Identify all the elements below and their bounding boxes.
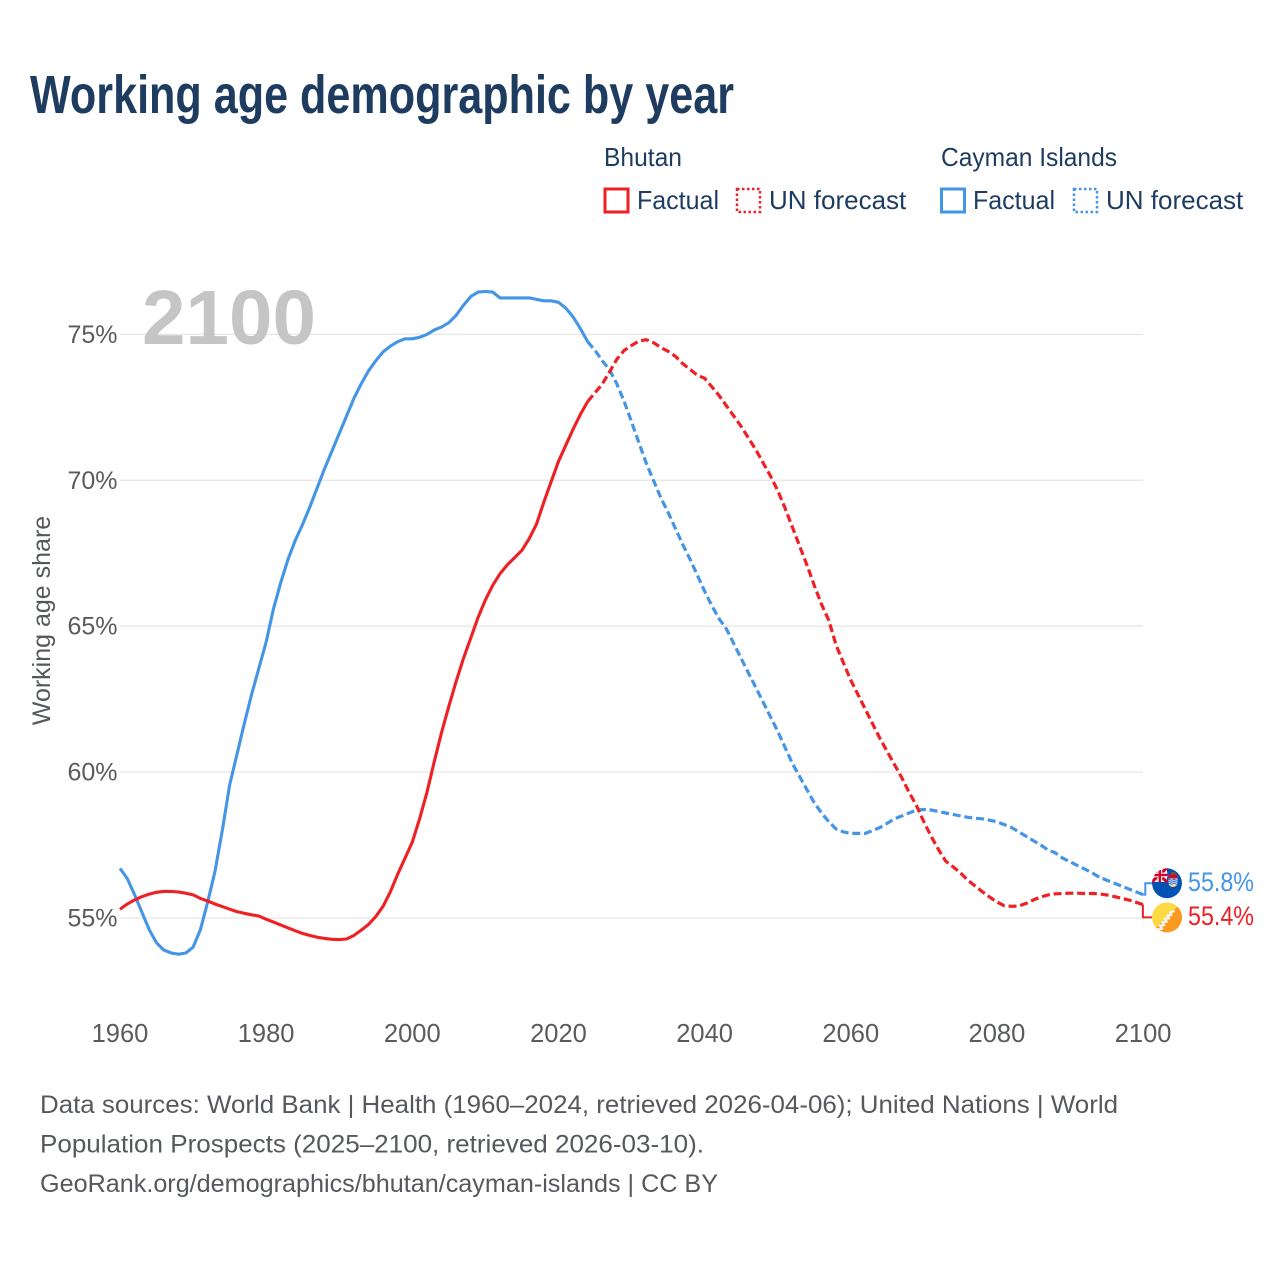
svg-text:75%: 75%	[67, 321, 117, 349]
svg-text:Bhutan: Bhutan	[604, 142, 682, 172]
svg-text:2040: 2040	[676, 1020, 733, 1048]
svg-text:Data sources: World Bank | Hea: Data sources: World Bank | Health (1960–…	[40, 1091, 1118, 1119]
svg-text:2020: 2020	[530, 1020, 587, 1048]
svg-text:1980: 1980	[238, 1020, 295, 1048]
svg-text:2080: 2080	[969, 1020, 1026, 1048]
svg-text:Factual: Factual	[973, 185, 1055, 215]
svg-text:55.8%: 55.8%	[1188, 867, 1254, 897]
svg-text:GeoRank.org/demographics/bhuta: GeoRank.org/demographics/bhutan/cayman-i…	[40, 1170, 718, 1198]
svg-text:2100: 2100	[142, 275, 316, 361]
svg-text:UN forecast: UN forecast	[1106, 185, 1244, 215]
svg-text:Cayman Islands: Cayman Islands	[941, 142, 1117, 172]
svg-text:2100: 2100	[1115, 1020, 1172, 1048]
svg-text:Population Prospects (2025–210: Population Prospects (2025–2100, retriev…	[40, 1131, 704, 1159]
svg-text:2000: 2000	[384, 1020, 441, 1048]
svg-text:55.4%: 55.4%	[1188, 901, 1254, 931]
svg-text:55%: 55%	[67, 905, 117, 933]
svg-text:Working age demographic by yea: Working age demographic by year	[30, 65, 734, 125]
svg-text:60%: 60%	[67, 759, 117, 787]
svg-text:Factual: Factual	[637, 185, 719, 215]
svg-text:70%: 70%	[67, 467, 117, 495]
svg-text:Working age share: Working age share	[28, 516, 56, 725]
svg-text:UN forecast: UN forecast	[769, 185, 907, 215]
svg-text:1960: 1960	[92, 1020, 149, 1048]
svg-text:65%: 65%	[67, 613, 117, 641]
svg-text:2060: 2060	[822, 1020, 879, 1048]
